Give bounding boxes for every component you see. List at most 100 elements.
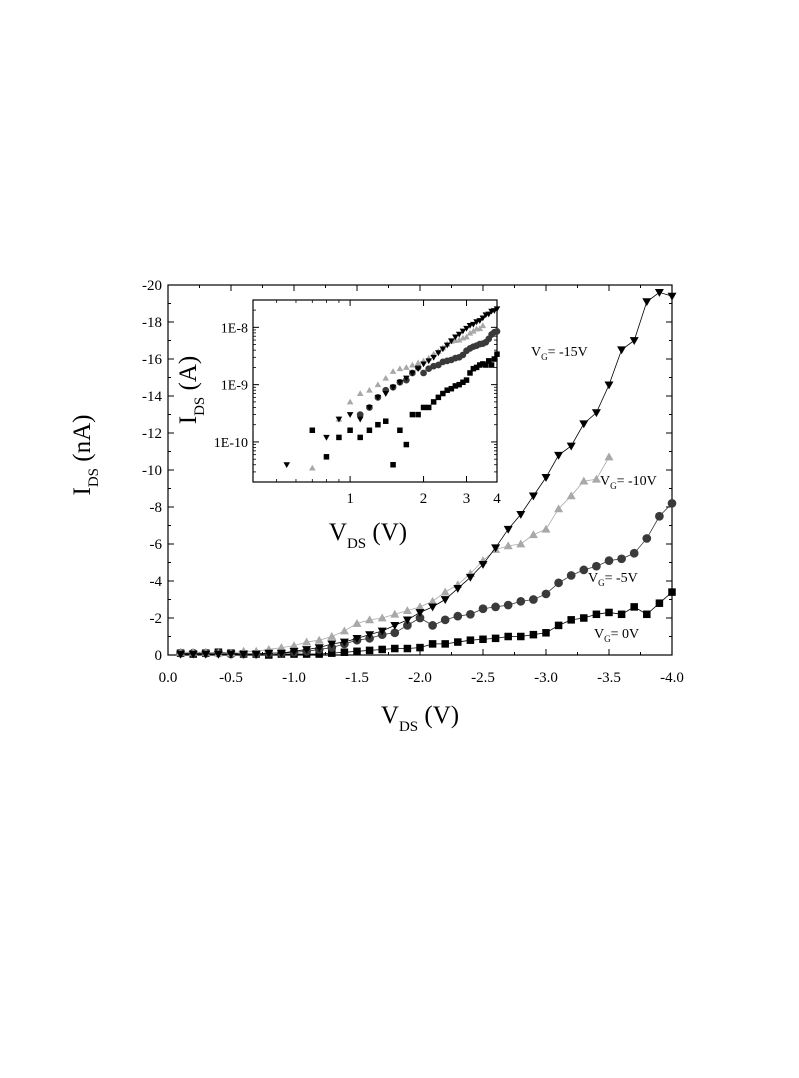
x-tick-label: -2.0 xyxy=(408,670,432,686)
data-point xyxy=(465,573,475,582)
inset-data-point xyxy=(420,361,427,368)
inset-data-point xyxy=(323,454,330,460)
x-axis-title-part: V xyxy=(381,702,399,729)
inset-data-point xyxy=(403,441,410,448)
inset-y-tick-label: 1E-8 xyxy=(221,321,248,336)
data-point xyxy=(503,525,513,534)
y-tick-label: -18 xyxy=(142,315,162,331)
series-label-part: G xyxy=(610,481,617,491)
data-point xyxy=(604,556,614,566)
data-point xyxy=(579,565,589,575)
data-point xyxy=(655,511,664,521)
x-tick-label: 0.0 xyxy=(159,670,178,686)
x-tick-label: -0.5 xyxy=(219,670,243,686)
inset-data-point xyxy=(467,370,473,376)
inset-data-point xyxy=(390,462,396,468)
inset-data-point xyxy=(420,404,427,411)
y-tick-label: -10 xyxy=(142,463,162,479)
inset-data-point xyxy=(366,404,373,411)
series-label: VG= -10V xyxy=(600,474,657,491)
inset-data-point xyxy=(455,336,463,343)
inset-data-point xyxy=(382,374,390,381)
data-point xyxy=(328,649,336,657)
data-point xyxy=(629,548,639,558)
inset-data-point xyxy=(459,328,467,335)
inset-data-point xyxy=(409,411,416,418)
data-point xyxy=(302,646,312,654)
inset-data-point xyxy=(366,386,373,393)
series-label-part: = 0V xyxy=(611,627,640,642)
inset-data-point xyxy=(470,327,477,334)
inset-data-point xyxy=(347,427,353,434)
inset-data-point xyxy=(430,399,437,405)
data-point xyxy=(541,524,551,533)
inset-series-3 xyxy=(283,306,501,469)
data-point xyxy=(315,650,323,658)
y-axis-title-part: (nA) xyxy=(69,415,96,468)
data-point xyxy=(529,630,538,639)
inset-data-point xyxy=(466,329,474,336)
inset-data-point xyxy=(346,412,354,418)
data-point xyxy=(604,452,614,461)
series-label-part: G xyxy=(604,634,611,644)
data-point xyxy=(440,587,450,596)
data-point xyxy=(327,632,337,640)
data-point xyxy=(453,611,463,621)
data-point xyxy=(391,644,399,653)
inset-data-point xyxy=(389,384,397,391)
data-point xyxy=(377,613,387,622)
series-label-part: = -15V xyxy=(548,345,588,360)
inset-data-point xyxy=(396,379,404,386)
data-point xyxy=(591,474,601,483)
data-point xyxy=(554,578,563,588)
data-point xyxy=(239,650,249,659)
x-tick-label: -1.0 xyxy=(282,670,306,686)
x-axis-title-part: DS xyxy=(399,719,418,735)
inset-data-point xyxy=(356,416,364,423)
inset-data-point xyxy=(357,434,363,441)
data-point xyxy=(554,621,563,630)
inset-data-point xyxy=(375,421,381,428)
inset-data-point xyxy=(440,390,446,397)
inset-data-point xyxy=(409,370,416,377)
data-point xyxy=(503,541,513,550)
data-point xyxy=(339,638,349,647)
inset-data-point xyxy=(493,328,501,335)
inset-data-point xyxy=(374,381,382,388)
inset-series-0 xyxy=(309,351,500,468)
data-point xyxy=(314,635,324,644)
data-point xyxy=(579,476,589,485)
inset-data-point xyxy=(439,346,447,353)
data-point xyxy=(289,641,299,650)
inset-x-axis-title-part: (V) xyxy=(366,519,407,546)
data-point xyxy=(643,610,651,619)
x-tick-label: -3.0 xyxy=(534,670,558,686)
y-tick-label: -14 xyxy=(142,389,162,405)
inset-data-point xyxy=(420,369,427,377)
inset-data-point xyxy=(473,364,480,371)
inset-data-point xyxy=(309,464,316,471)
inset-data-point xyxy=(425,365,433,373)
inset-x-axis-title-part: V xyxy=(329,519,347,546)
data-point xyxy=(504,632,512,641)
data-point xyxy=(377,627,387,636)
data-point xyxy=(605,608,613,617)
inset-data-point xyxy=(374,394,382,401)
main-chart: 0.0 -0.5 -1.0 -1.5 -2.0 -2.5 -3.0 -3.5 -4.0 0 -2 -4… xyxy=(69,278,684,735)
inset-data-point xyxy=(403,364,410,370)
series-3 xyxy=(176,289,677,659)
data-point xyxy=(251,650,261,659)
inset-data-point xyxy=(463,377,470,383)
data-point xyxy=(276,643,286,651)
data-point xyxy=(668,588,676,596)
y-tick-label: -2 xyxy=(150,611,163,627)
data-point xyxy=(516,511,526,519)
x-tick-label: -1.5 xyxy=(345,670,369,686)
data-point xyxy=(402,606,412,614)
data-point xyxy=(440,615,450,625)
y-tick-label: 0 xyxy=(155,648,163,664)
data-point xyxy=(503,600,513,610)
x-tick-label: -4.0 xyxy=(660,670,684,686)
